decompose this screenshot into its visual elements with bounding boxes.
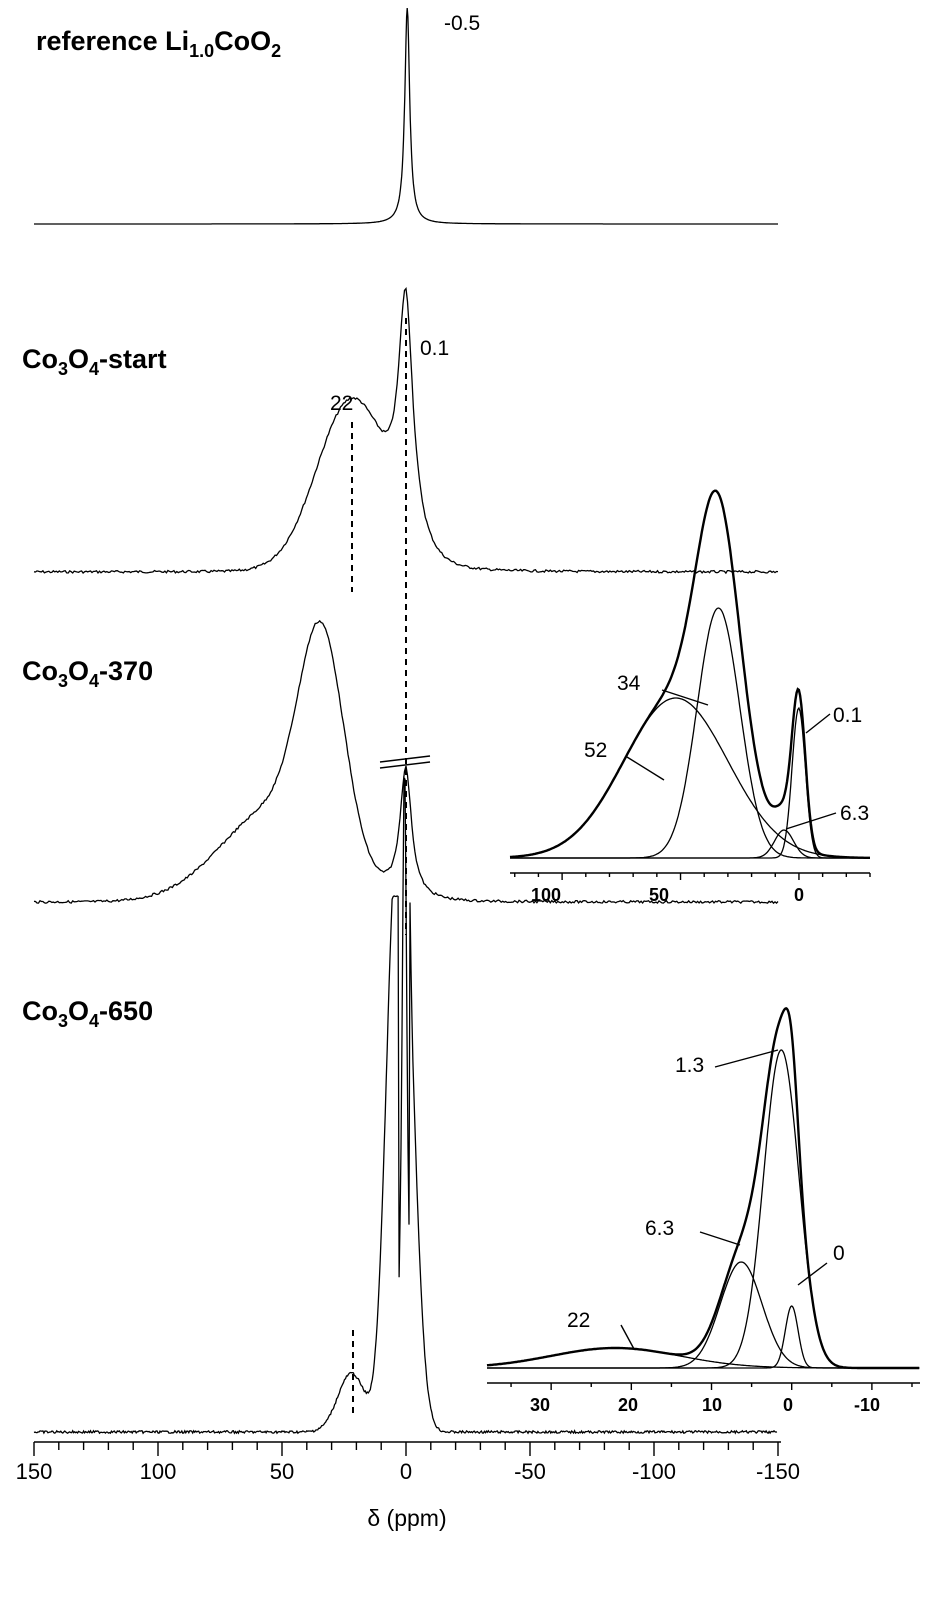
inset2-component-6-3 bbox=[487, 1261, 920, 1369]
x-tick-label-100: 100 bbox=[140, 1459, 177, 1484]
inset2-tick-label-0: 0 bbox=[783, 1395, 793, 1415]
inset2-annotation-0: 0 bbox=[833, 1242, 845, 1265]
label-co3o4-650: Co3O4-650 bbox=[22, 996, 153, 1031]
inset2-leader-22 bbox=[620, 1324, 635, 1350]
axis-break-mark-lower bbox=[379, 761, 431, 769]
inset1-component-0-1 bbox=[510, 706, 870, 859]
inset2-component-22 bbox=[486, 1347, 920, 1369]
inset2-annotation-1-3: 1.3 bbox=[675, 1054, 704, 1077]
inset1-component-6-3 bbox=[510, 829, 870, 859]
spectrum-reference bbox=[34, 7, 778, 225]
inset1-leader-52 bbox=[626, 756, 665, 781]
inset-co3o4-370: 100 50 0 34 52 0.1 6.3 bbox=[509, 489, 871, 905]
inset1-leader-6-3 bbox=[785, 812, 837, 830]
x-tick-label-minus150: -150 bbox=[756, 1459, 800, 1484]
inset2-tick-label-minus10: -10 bbox=[854, 1395, 880, 1415]
inset1-tick-label-0: 0 bbox=[794, 885, 804, 905]
annotation-ref-peak: -0.5 bbox=[444, 12, 480, 35]
x-tick-label-minus50: -50 bbox=[514, 1459, 546, 1484]
inset1-annotation-34: 34 bbox=[617, 672, 641, 695]
annotation-start-22: 22 bbox=[330, 392, 353, 415]
x-tick-label-0: 0 bbox=[400, 1459, 412, 1484]
x-tick-label-50: 50 bbox=[270, 1459, 294, 1484]
inset1-component-52 bbox=[509, 697, 870, 859]
inset1-tick-label-50: 50 bbox=[649, 885, 669, 905]
inset2-tick-label-20: 20 bbox=[618, 1395, 638, 1415]
inset1-tick-label-100: 100 bbox=[531, 885, 561, 905]
inset2-leader-1-3 bbox=[714, 1049, 779, 1068]
inset-co3o4-650: 30 20 10 0 -10 1.3 6.3 0 22 bbox=[486, 1006, 920, 1415]
spectrum-co3o4-370 bbox=[33, 619, 779, 905]
label-co3o4-start: Co3O4-start bbox=[22, 344, 167, 379]
inset2-component-0 bbox=[487, 1305, 920, 1369]
inset1-leader-0-1 bbox=[805, 713, 831, 734]
inset2-tick-label-30: 30 bbox=[530, 1395, 550, 1415]
inset2-annotation-22: 22 bbox=[567, 1309, 590, 1332]
inset1-ticks bbox=[514, 873, 871, 880]
inset1-annotation-0-1: 0.1 bbox=[833, 704, 862, 727]
inset1-component-34 bbox=[510, 607, 870, 859]
inset1-leader-34 bbox=[661, 689, 709, 706]
inset2-leader-6-3 bbox=[699, 1231, 741, 1246]
label-reference: reference Li1.0CoO2 bbox=[36, 26, 281, 61]
label-co3o4-370: Co3O4-370 bbox=[22, 656, 153, 691]
inset1-annotation-6-3: 6.3 bbox=[840, 802, 869, 825]
spectrum-co3o4-650 bbox=[33, 775, 778, 1435]
inset2-tick-label-10: 10 bbox=[702, 1395, 722, 1415]
x-tick-label-minus100: -100 bbox=[632, 1459, 676, 1484]
annotation-start-0-1: 0.1 bbox=[420, 337, 449, 360]
x-tick-label-150: 150 bbox=[16, 1459, 53, 1484]
spectrum-co3o4-start bbox=[33, 287, 779, 575]
inset1-envelope bbox=[509, 489, 870, 859]
inset2-ticks bbox=[510, 1383, 913, 1390]
x-axis-label: δ (ppm) bbox=[367, 1505, 446, 1531]
inset2-leader-0 bbox=[797, 1262, 828, 1286]
main-x-ticks bbox=[33, 1442, 779, 1456]
inset1-annotation-52: 52 bbox=[584, 739, 607, 762]
inset2-annotation-6-3: 6.3 bbox=[645, 1217, 674, 1240]
inset2-component-1-3 bbox=[487, 1049, 920, 1369]
